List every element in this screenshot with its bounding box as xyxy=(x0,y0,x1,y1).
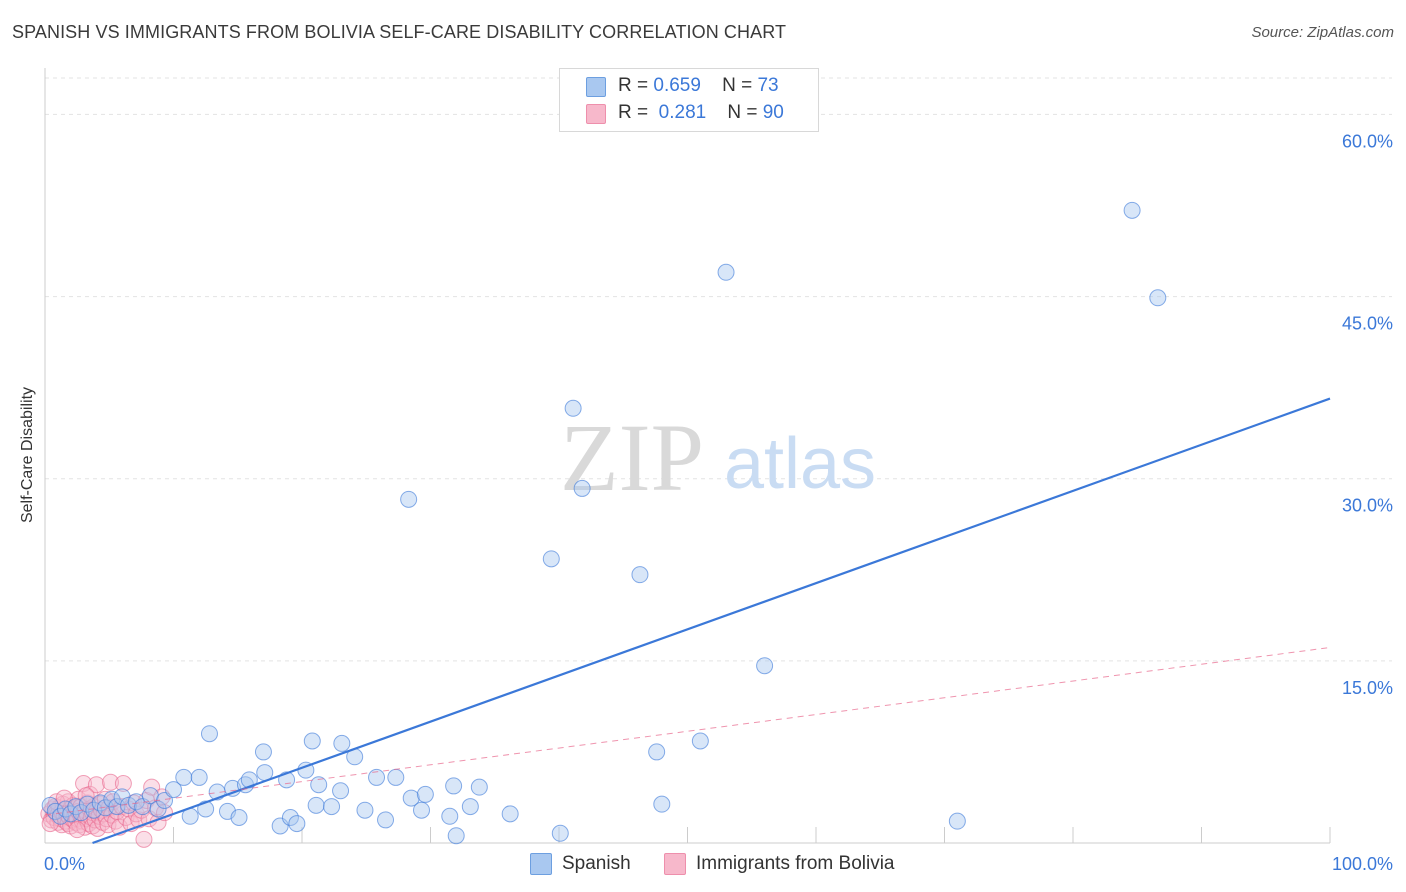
bolivia-point xyxy=(114,775,132,792)
spanish-point xyxy=(200,725,218,743)
spanish-trend-line xyxy=(92,397,1331,845)
series-spanish-points xyxy=(41,201,1167,845)
bolivia-point xyxy=(102,773,120,791)
legend-n-label: N = xyxy=(722,75,753,96)
legend-n-label: N = xyxy=(727,102,758,123)
spanish-point xyxy=(377,811,395,829)
chart-title: SPANISH VS IMMIGRANTS FROM BOLIVIA SELF-… xyxy=(12,22,787,42)
spanish-point xyxy=(402,789,420,807)
spanish-point xyxy=(573,479,591,497)
watermark-atlas: atlas xyxy=(724,424,876,504)
bottom-legend-label-bolivia: Immigrants from Bolivia xyxy=(696,853,895,874)
y-tick-label: 60.0% xyxy=(1342,131,1393,151)
spanish-point xyxy=(691,732,709,750)
spanish-point xyxy=(542,550,560,568)
spanish-point xyxy=(501,805,519,823)
spanish-point xyxy=(307,796,325,814)
spanish-point xyxy=(564,399,582,417)
watermark-zip: ZIP xyxy=(560,404,704,511)
bolivia-point xyxy=(55,789,73,807)
spanish-point xyxy=(648,743,666,761)
spanish-point xyxy=(332,782,350,800)
x-tick-label-min: 0.0% xyxy=(44,854,85,874)
spanish-point xyxy=(333,734,351,752)
spanish-point xyxy=(281,809,299,826)
legend-r-label: R = xyxy=(618,75,649,96)
spanish-point xyxy=(461,798,479,816)
spanish-point xyxy=(190,768,208,786)
spanish-point xyxy=(948,812,966,830)
spanish-point xyxy=(175,768,193,786)
x-tick-label-max: 100.0% xyxy=(1332,854,1393,874)
spanish-point xyxy=(356,801,374,819)
bolivia-point xyxy=(87,776,105,794)
spanish-point xyxy=(1149,289,1167,307)
y-tick-label: 30.0% xyxy=(1342,496,1393,516)
spanish-point xyxy=(416,785,434,803)
spanish-point xyxy=(78,795,96,813)
spanish-point xyxy=(717,263,735,281)
spanish-point xyxy=(387,768,405,786)
legend-swatch-spanish xyxy=(586,77,606,97)
spanish-point xyxy=(149,800,167,818)
spanish-point xyxy=(254,743,272,761)
spanish-point xyxy=(441,807,459,825)
bolivia-point xyxy=(77,787,95,805)
y-tick-label: 45.0% xyxy=(1342,314,1393,334)
spanish-point xyxy=(230,809,248,826)
legend-text-spanish: R = 0.659 N = 73 xyxy=(618,75,779,97)
axes xyxy=(44,68,1331,844)
bottom-legend-swatch-spanish xyxy=(530,853,552,875)
spanish-point xyxy=(1123,201,1141,219)
spanish-point xyxy=(72,804,90,822)
legend-r-value: 0.659 xyxy=(653,75,701,96)
bolivia-point xyxy=(135,830,153,848)
spanish-point xyxy=(470,778,488,796)
spanish-point xyxy=(323,798,341,816)
legend-n-value: 90 xyxy=(762,102,784,123)
spanish-point xyxy=(653,795,671,813)
spanish-point xyxy=(551,824,569,842)
spanish-point xyxy=(400,490,418,508)
spanish-point xyxy=(413,801,431,819)
source-label: Source: ZipAtlas.com xyxy=(1251,24,1394,41)
bottom-legend-label-spanish: Spanish xyxy=(562,853,631,874)
legend-r-value: 0.281 xyxy=(658,102,707,123)
legend-n-value: 73 xyxy=(757,75,779,96)
bolivia-point xyxy=(68,821,86,839)
spanish-point xyxy=(310,776,328,794)
spanish-point xyxy=(368,768,386,786)
spanish-point xyxy=(197,800,215,818)
legend-swatch-bolivia xyxy=(586,104,606,124)
trend-lines xyxy=(44,397,1331,845)
y-tick-label: 15.0% xyxy=(1342,678,1393,698)
bottom-legend-swatch-bolivia xyxy=(664,853,686,875)
bolivia-trend-line xyxy=(44,647,1331,816)
legend: R = 0.659 N = 73 R = 0.281 N = 90 xyxy=(559,68,819,132)
spanish-point xyxy=(165,781,182,799)
legend-r-label: R = xyxy=(618,102,649,123)
watermark: ZIP atlas xyxy=(560,404,876,511)
legend-text-bolivia: R = 0.281 N = 90 xyxy=(618,102,784,124)
grid-lines xyxy=(45,77,1392,662)
spanish-point xyxy=(288,815,306,833)
spanish-point xyxy=(756,657,774,675)
spanish-point xyxy=(631,566,649,584)
spanish-point xyxy=(303,732,321,750)
spanish-point xyxy=(447,827,465,845)
tick-labels: 15.0% 30.0% 45.0% 60.0% 0.0% 100.0% xyxy=(44,131,1393,874)
y-axis-label: Self-Care Disability xyxy=(19,386,36,524)
spanish-point xyxy=(445,777,463,795)
